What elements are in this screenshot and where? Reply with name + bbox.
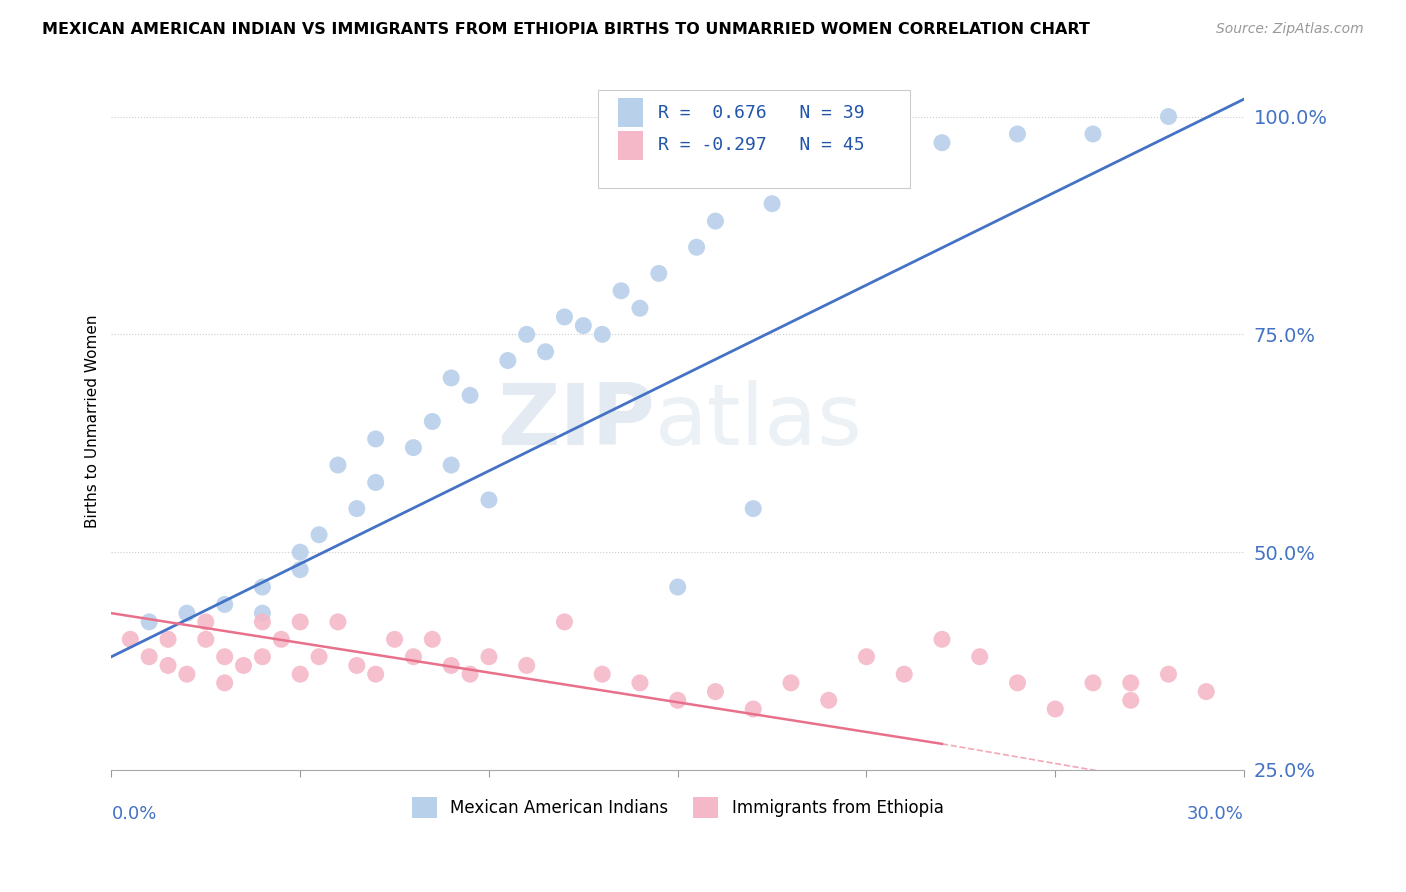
- Point: [440, 371, 463, 385]
- Point: [194, 632, 217, 647]
- Y-axis label: Births to Unmarried Women: Births to Unmarried Women: [86, 315, 100, 528]
- Point: [402, 649, 425, 664]
- Point: [1119, 693, 1142, 707]
- Point: [326, 458, 349, 472]
- Point: [591, 327, 613, 342]
- Point: [288, 615, 311, 629]
- Point: [194, 615, 217, 629]
- Point: [516, 327, 538, 342]
- Point: [628, 676, 651, 690]
- Point: [478, 492, 501, 507]
- Point: [969, 649, 991, 664]
- Point: [780, 676, 803, 690]
- Point: [157, 632, 180, 647]
- Text: atlas: atlas: [655, 380, 863, 463]
- Point: [288, 667, 311, 681]
- Text: 30.0%: 30.0%: [1187, 805, 1244, 822]
- Point: [364, 667, 387, 681]
- Point: [252, 649, 274, 664]
- Point: [1119, 676, 1142, 690]
- Point: [458, 388, 481, 402]
- Point: [288, 545, 311, 559]
- Text: ZIP: ZIP: [498, 380, 655, 463]
- Point: [666, 580, 689, 594]
- Point: [176, 667, 198, 681]
- Point: [420, 632, 443, 647]
- Point: [1081, 127, 1104, 141]
- Point: [1157, 110, 1180, 124]
- Point: [346, 658, 368, 673]
- Text: 0.0%: 0.0%: [111, 805, 157, 822]
- Text: R =  0.676   N = 39: R = 0.676 N = 39: [658, 103, 865, 121]
- Point: [628, 301, 651, 316]
- Point: [704, 214, 727, 228]
- Point: [384, 632, 406, 647]
- Point: [780, 170, 803, 185]
- Point: [232, 658, 254, 673]
- Point: [534, 344, 557, 359]
- FancyBboxPatch shape: [599, 90, 910, 188]
- Point: [1007, 676, 1029, 690]
- Point: [855, 649, 877, 664]
- Point: [742, 702, 765, 716]
- FancyBboxPatch shape: [617, 131, 643, 160]
- Point: [364, 432, 387, 446]
- Point: [1007, 127, 1029, 141]
- Point: [1081, 676, 1104, 690]
- Point: [553, 615, 575, 629]
- Point: [440, 658, 463, 673]
- Point: [440, 458, 463, 472]
- Point: [458, 667, 481, 681]
- Point: [402, 441, 425, 455]
- Point: [591, 667, 613, 681]
- Point: [308, 649, 330, 664]
- Point: [214, 676, 236, 690]
- Point: [817, 693, 839, 707]
- Point: [817, 136, 839, 150]
- Text: MEXICAN AMERICAN INDIAN VS IMMIGRANTS FROM ETHIOPIA BIRTHS TO UNMARRIED WOMEN CO: MEXICAN AMERICAN INDIAN VS IMMIGRANTS FR…: [42, 22, 1090, 37]
- Point: [1045, 702, 1067, 716]
- Point: [176, 606, 198, 620]
- Text: R = -0.297   N = 45: R = -0.297 N = 45: [658, 136, 865, 154]
- FancyBboxPatch shape: [617, 98, 643, 128]
- Point: [326, 615, 349, 629]
- Point: [931, 136, 953, 150]
- Text: Source: ZipAtlas.com: Source: ZipAtlas.com: [1216, 22, 1364, 37]
- Point: [704, 684, 727, 698]
- Point: [496, 353, 519, 368]
- Point: [516, 658, 538, 673]
- Point: [1195, 684, 1218, 698]
- Point: [157, 658, 180, 673]
- Point: [761, 196, 783, 211]
- Point: [364, 475, 387, 490]
- Point: [685, 240, 707, 254]
- Point: [138, 615, 160, 629]
- Point: [138, 649, 160, 664]
- Point: [420, 415, 443, 429]
- Point: [666, 693, 689, 707]
- Point: [648, 266, 671, 280]
- Point: [214, 649, 236, 664]
- Point: [270, 632, 292, 647]
- Legend: Mexican American Indians, Immigrants from Ethiopia: Mexican American Indians, Immigrants fro…: [405, 790, 950, 824]
- Point: [572, 318, 595, 333]
- Point: [1157, 667, 1180, 681]
- Point: [478, 649, 501, 664]
- Point: [346, 501, 368, 516]
- Point: [308, 528, 330, 542]
- Point: [252, 615, 274, 629]
- Point: [214, 598, 236, 612]
- Point: [252, 580, 274, 594]
- Point: [931, 632, 953, 647]
- Point: [610, 284, 633, 298]
- Point: [742, 501, 765, 516]
- Point: [553, 310, 575, 324]
- Point: [893, 667, 915, 681]
- Point: [855, 136, 877, 150]
- Point: [120, 632, 142, 647]
- Point: [288, 563, 311, 577]
- Point: [252, 606, 274, 620]
